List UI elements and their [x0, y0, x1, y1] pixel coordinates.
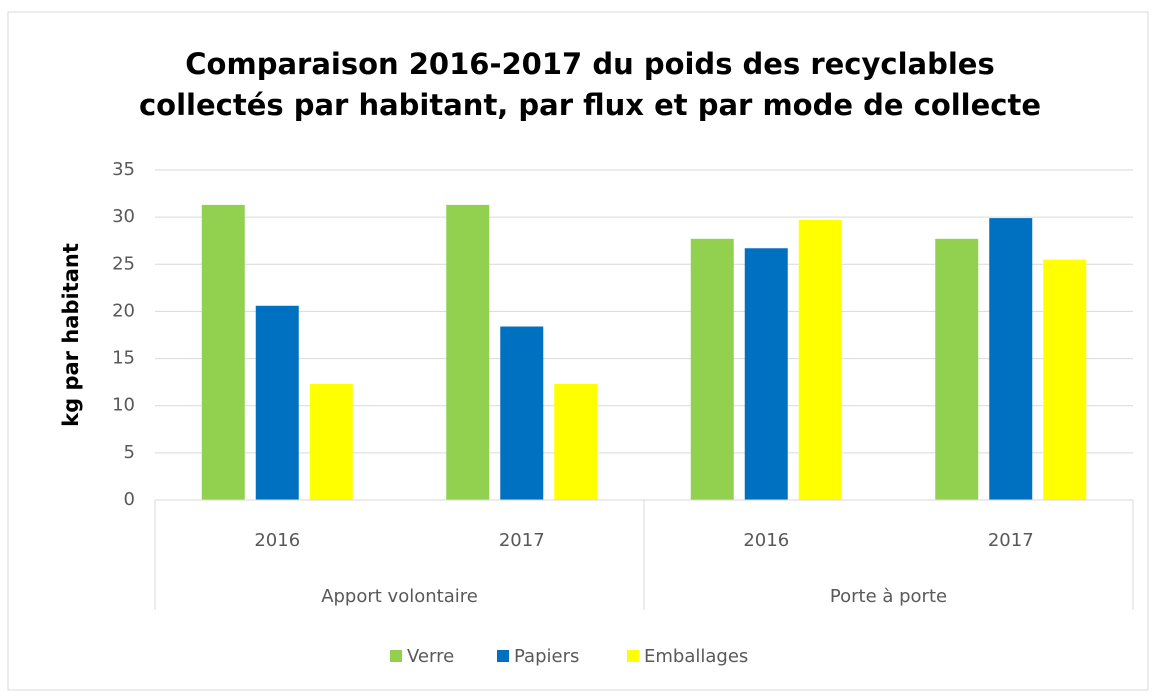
- group-label: Porte à porte: [830, 586, 947, 607]
- legend-label: Verre: [407, 646, 454, 667]
- bar: [554, 384, 598, 500]
- y-tick-label: 25: [112, 253, 135, 274]
- legend-swatch: [390, 650, 402, 662]
- legend-swatch: [497, 650, 509, 662]
- y-tick-label: 5: [124, 442, 135, 463]
- x-tick-label: 2017: [499, 530, 545, 551]
- legend-swatch: [627, 650, 639, 662]
- bar: [1043, 259, 1087, 500]
- x-tick-label: 2016: [254, 530, 300, 551]
- bar: [201, 204, 245, 500]
- y-axis-label: kg par habitant: [59, 243, 83, 427]
- bar: [446, 204, 490, 500]
- bar: [989, 218, 1033, 501]
- legend-label: Papiers: [514, 646, 579, 667]
- bar: [935, 238, 979, 501]
- bar: [690, 238, 734, 501]
- y-tick-label: 0: [124, 489, 135, 510]
- bar: [309, 384, 353, 500]
- bar: [744, 248, 788, 500]
- x-tick-label: 2017: [988, 530, 1034, 551]
- bar: [500, 326, 544, 500]
- group-label: Apport volontaire: [321, 586, 478, 607]
- y-tick-label: 10: [112, 395, 135, 416]
- chart-title: Comparaison 2016-2017 du poids des recyc…: [185, 47, 994, 81]
- bar: [255, 305, 299, 500]
- y-tick-label: 20: [112, 300, 135, 321]
- chart-title: collectés par habitant, par flux et par …: [139, 88, 1041, 122]
- y-tick-label: 35: [112, 159, 135, 180]
- legend-label: Emballages: [644, 646, 748, 667]
- y-tick-label: 30: [112, 206, 135, 227]
- bar: [798, 219, 842, 500]
- y-tick-label: 15: [112, 348, 135, 369]
- x-tick-label: 2016: [743, 530, 789, 551]
